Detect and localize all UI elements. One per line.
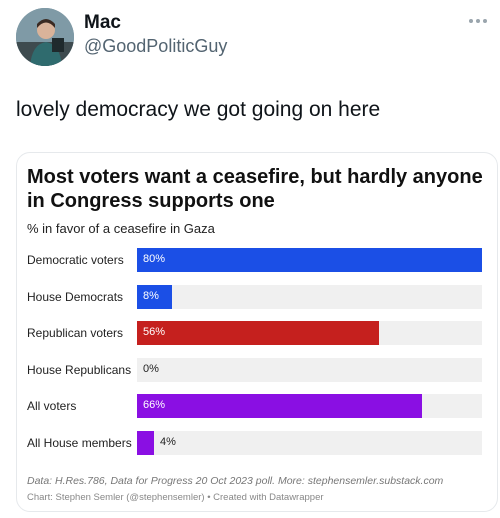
chart-image[interactable]: Most voters want a ceasefire, but hardly… — [16, 152, 498, 512]
bar — [137, 284, 172, 309]
chart-title: Most voters want a ceasefire, but hardly… — [27, 166, 483, 212]
chart-subtitle: % in favor of a ceasefire in Gaza — [27, 221, 215, 236]
more-dot-icon — [469, 19, 473, 23]
avatar-image-icon — [16, 8, 74, 66]
bar-chart: Democratic voters 80% House Democrats 8% Rep… — [17, 153, 497, 511]
bar-value-label: 8% — [143, 289, 159, 302]
bar-category-label: House Democrats — [27, 289, 124, 304]
bar-track: 56% — [137, 321, 482, 345]
bar-track: 4% — [137, 430, 482, 455]
bar-value-label: 66% — [143, 399, 166, 411]
tweet-text: lovely democracy we got going on here — [16, 98, 381, 121]
more-dot-icon — [476, 19, 480, 23]
bar-category-label: Republican voters — [27, 326, 124, 340]
bar-category-label: All voters — [27, 399, 77, 413]
avatar[interactable] — [16, 8, 74, 66]
user-handle[interactable]: @GoodPoliticGuy — [84, 36, 228, 56]
bar — [137, 430, 154, 455]
chart-source: Data: H.Res.786, Data for Progress 20 Oc… — [27, 475, 444, 487]
bar-category-label: Democratic voters — [27, 253, 124, 267]
bar — [137, 248, 482, 272]
bar-value-label: 4% — [160, 435, 176, 448]
bar — [137, 321, 379, 345]
bar — [137, 394, 422, 418]
more-options-button[interactable] — [466, 14, 490, 28]
bar-track: 8% — [137, 284, 482, 309]
bar-category-label: House Republicans — [27, 362, 132, 377]
bar-value-label: 56% — [143, 326, 166, 338]
more-dot-icon — [483, 19, 487, 23]
bar-track: 80% — [137, 248, 482, 272]
bar-category-label: All House members — [27, 435, 132, 450]
display-name[interactable]: Mac — [84, 12, 121, 33]
bar-value-label: 0% — [143, 362, 159, 375]
bar-track: 66% — [137, 394, 482, 418]
chart-credit: Chart: Stephen Semler (@stephensemler) •… — [27, 492, 324, 503]
bar-value-label: 80% — [143, 253, 166, 265]
bar-track: 0% — [137, 357, 482, 382]
